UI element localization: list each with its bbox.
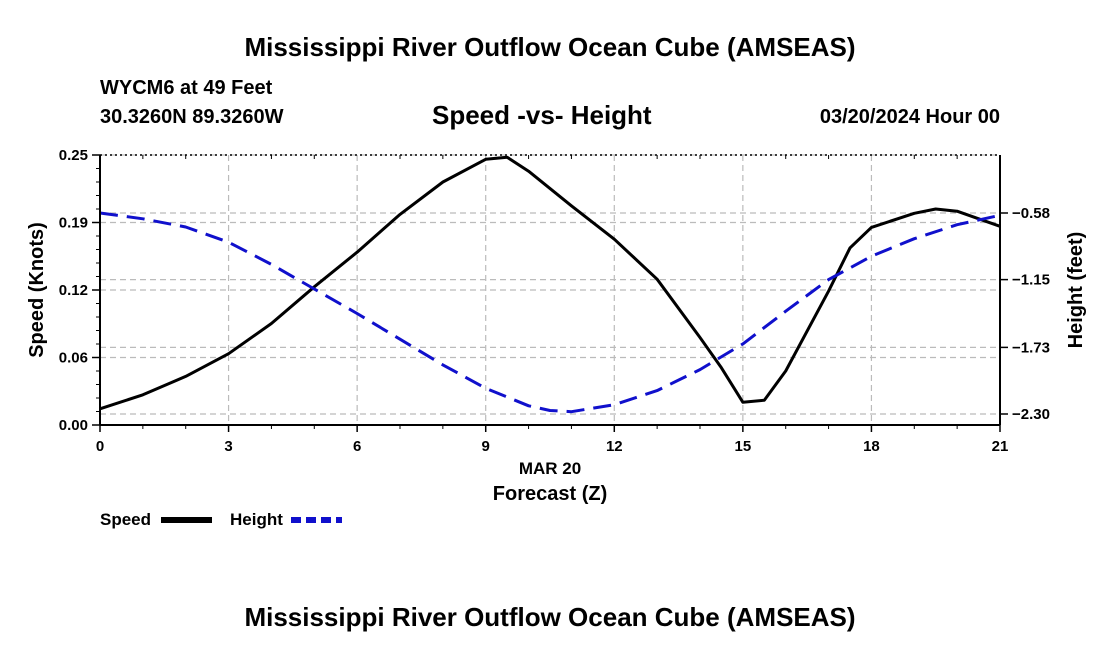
y2-tick-label: −1.15	[1012, 272, 1050, 289]
height-series-line	[99, 211, 1001, 414]
y2-axis-title: Height (feet)	[1065, 232, 1087, 349]
grid-lines	[100, 154, 1000, 425]
chart-subtitle: Speed -vs- Height	[432, 100, 652, 130]
x-tick-label: 15	[735, 438, 752, 455]
main-title: Mississippi River Outflow Ocean Cube (AM…	[244, 32, 856, 62]
x-axis-date-label: MAR 20	[519, 459, 581, 478]
x-tick-label: 0	[96, 438, 104, 455]
y2-tick-label: −2.30	[1012, 406, 1050, 423]
x-tick-label: 12	[606, 438, 623, 455]
y-axis-title: Speed (Knots)	[26, 222, 48, 358]
y2-tick-label: −1.73	[1012, 339, 1050, 356]
x-tick-label: 6	[353, 438, 361, 455]
legend-height-label: Height	[230, 510, 283, 529]
station-label: WYCM6 at 49 Feet	[100, 77, 273, 99]
coordinates-label: 30.3260N 89.3260W	[100, 106, 284, 128]
y-tick-label: 0.12	[59, 282, 88, 299]
y2-tick-label: −0.58	[1012, 205, 1050, 222]
x-axis-title: Forecast (Z)	[493, 483, 607, 505]
x-tick-label: 21	[992, 438, 1009, 455]
series-lines	[99, 155, 1001, 414]
x-tick-label: 18	[863, 438, 880, 455]
speed-series-line	[99, 155, 1001, 411]
y-tick-label: 0.25	[59, 147, 88, 164]
forecast-datetime: 03/20/2024 Hour 00	[819, 106, 1000, 128]
x-tick-label: 3	[224, 438, 232, 455]
y-tick-label: 0.19	[59, 215, 88, 232]
legend-speed-label: Speed	[100, 510, 151, 529]
x-tick-label: 9	[482, 438, 490, 455]
footer-title: Mississippi River Outflow Ocean Cube (AM…	[244, 602, 856, 632]
y-tick-label: 0.06	[59, 350, 88, 367]
y-tick-label: 0.00	[59, 417, 88, 434]
axis-ticks: 0 3 6 9 12 15 18 21 0.00 0.06 0.12 0.19 0.25 −2.30 −1.…	[59, 147, 1050, 455]
